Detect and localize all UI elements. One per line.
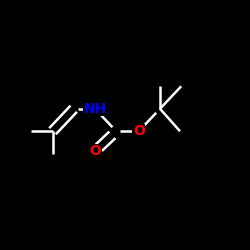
Text: NH: NH xyxy=(84,102,106,116)
Text: O: O xyxy=(133,124,145,138)
Text: O: O xyxy=(89,144,101,158)
